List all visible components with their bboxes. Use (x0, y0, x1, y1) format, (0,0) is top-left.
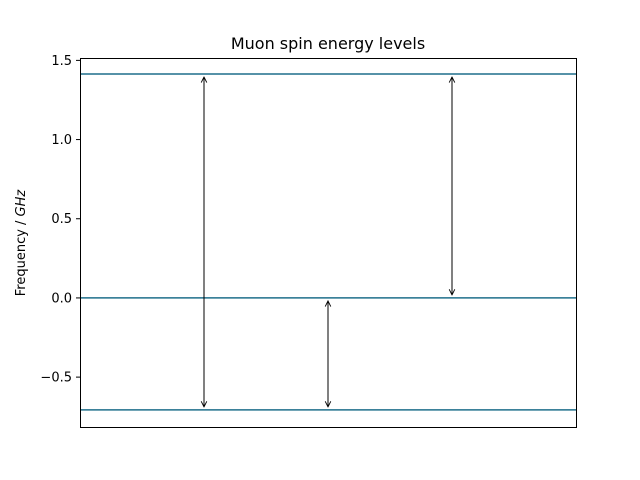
y-tick-label-0: 1.5 (51, 54, 72, 69)
y-axis-label: Frequency / GHz (14, 189, 29, 297)
y-tick-label-3: 0.0 (51, 291, 72, 306)
y-tick-label-1: 1.0 (51, 133, 72, 148)
y-axis: 1.5 1.0 0.5 0.0 −0.5 (40, 54, 80, 386)
y-tick-label-2: 0.5 (51, 212, 72, 227)
y-axis-label-text: Frequency / (14, 216, 29, 296)
transitions-layer (204, 77, 452, 407)
plot-frame (80, 58, 577, 428)
chart-title: Muon spin energy levels (231, 34, 425, 53)
y-tick-label-4: −0.5 (40, 371, 72, 386)
levels-layer (80, 73, 576, 411)
y-axis-label-unit: GHz (14, 189, 29, 217)
